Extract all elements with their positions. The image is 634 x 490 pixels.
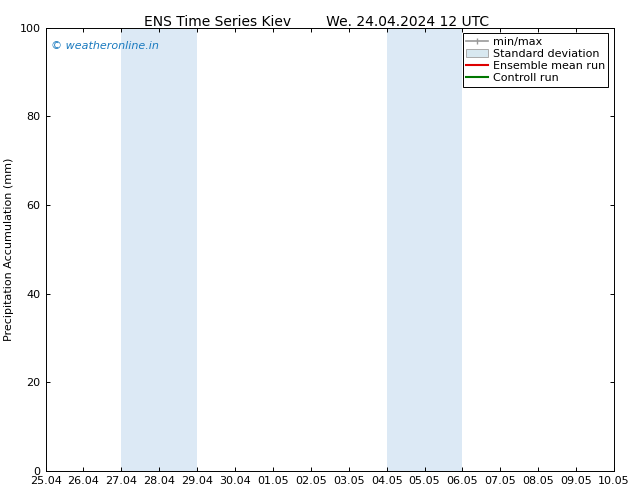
Y-axis label: Precipitation Accumulation (mm): Precipitation Accumulation (mm) [4,158,14,341]
Text: ENS Time Series Kiev        We. 24.04.2024 12 UTC: ENS Time Series Kiev We. 24.04.2024 12 U… [145,15,489,29]
Text: © weatheronline.in: © weatheronline.in [51,41,159,51]
Bar [387,28,462,471]
Legend: min/max, Standard deviation, Ensemble mean run, Controll run: min/max, Standard deviation, Ensemble me… [463,33,609,87]
Bar [121,28,197,471]
